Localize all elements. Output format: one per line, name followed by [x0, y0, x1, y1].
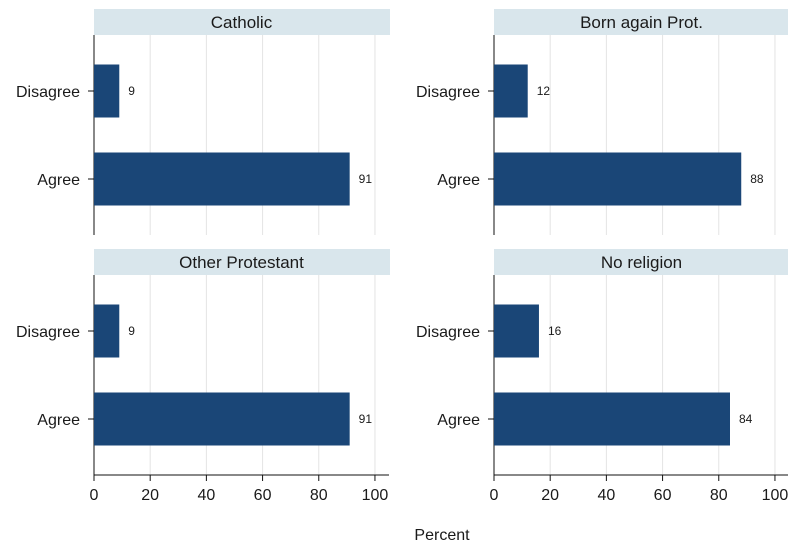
x-tick-label: 60	[654, 487, 672, 504]
x-tick-label: 20	[141, 487, 159, 504]
x-tick-label: 20	[541, 487, 559, 504]
x-tick-label: 0	[90, 487, 99, 504]
panel: Other Protestant 9 Disagree 91 Agree 0 20 40 60 8…	[16, 249, 390, 504]
bar	[494, 152, 742, 206]
bar	[494, 392, 730, 446]
bar-value-label: 84	[739, 412, 753, 426]
category-label: Disagree	[16, 84, 80, 101]
x-tick-label: 80	[710, 487, 728, 504]
bar	[94, 152, 350, 206]
x-axis-label: Percent	[414, 527, 470, 544]
category-label: Agree	[37, 172, 80, 189]
panel: Born again Prot. 12 Disagree 88 Agree	[416, 9, 788, 235]
bar-value-label: 12	[537, 84, 551, 98]
bar-value-label: 88	[750, 172, 764, 186]
bar-value-label: 91	[359, 172, 373, 186]
bar	[94, 304, 120, 358]
panel-strip	[94, 249, 390, 275]
category-label: Agree	[437, 172, 480, 189]
bar	[494, 304, 539, 358]
bar	[94, 392, 350, 446]
x-tick-label: 80	[310, 487, 328, 504]
panel-strip	[494, 9, 788, 35]
bar	[494, 64, 528, 118]
category-label: Disagree	[416, 84, 480, 101]
panel-title: Catholic	[211, 13, 273, 32]
panel-strip	[94, 9, 390, 35]
panel-title: Other Protestant	[179, 253, 304, 272]
category-label: Agree	[37, 412, 80, 429]
panel-title: No religion	[601, 253, 682, 272]
x-tick-label: 100	[362, 487, 389, 504]
panel: Catholic 9 Disagree 91 Agree	[16, 9, 390, 235]
category-label: Agree	[437, 412, 480, 429]
panel: No religion 16 Disagree 84 Agree 0 20 40 60 80 100	[416, 249, 788, 504]
x-tick-label: 0	[490, 487, 499, 504]
x-tick-label: 40	[197, 487, 215, 504]
x-tick-label: 40	[597, 487, 615, 504]
bar-value-label: 9	[128, 84, 135, 98]
x-tick-label: 100	[762, 487, 788, 504]
bar	[94, 64, 120, 118]
bar-value-label: 16	[548, 324, 562, 338]
category-label: Disagree	[16, 324, 80, 341]
x-tick-label: 60	[254, 487, 272, 504]
panel-strip	[494, 249, 788, 275]
bar-value-label: 9	[128, 324, 135, 338]
bar-value-label: 91	[359, 412, 373, 426]
panel-title: Born again Prot.	[580, 13, 703, 32]
category-label: Disagree	[416, 324, 480, 341]
